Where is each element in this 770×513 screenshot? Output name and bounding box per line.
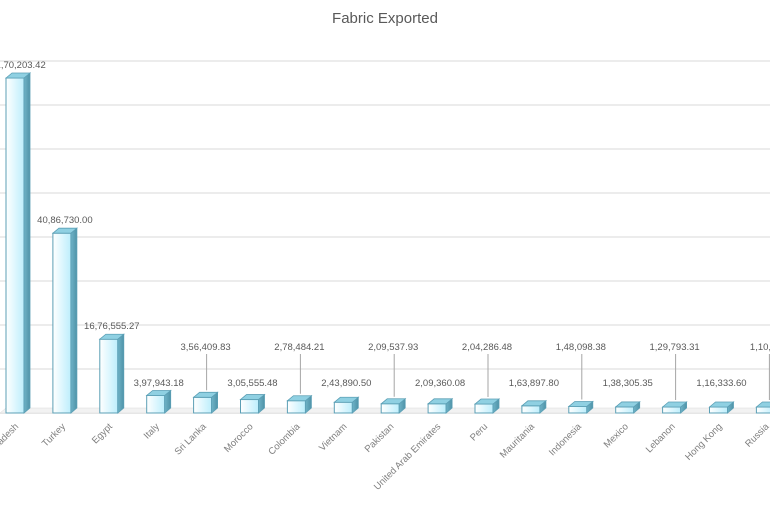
bar-front	[5, 77, 25, 414]
bar-front	[193, 396, 213, 414]
category-label: Bangladesh	[0, 421, 21, 464]
bar-top	[333, 396, 360, 403]
bar-top	[520, 400, 548, 407]
bar	[239, 393, 266, 414]
bar-front	[333, 401, 353, 414]
bar	[473, 398, 501, 414]
data-label: 2,04,286.48	[462, 342, 512, 353]
bar-top	[708, 401, 735, 408]
data-labels: 81,70,203.42 40,86,730.00 16,76,555.27 3,97…	[0, 60, 770, 400]
bar-side	[70, 227, 78, 414]
category-label: Colombia	[266, 421, 303, 458]
bar-top	[473, 398, 501, 405]
bar	[380, 397, 407, 414]
category-label: Sri Lanka	[173, 421, 210, 458]
category-label: Italy	[142, 421, 162, 441]
category-label: Russia	[743, 421, 770, 450]
data-label: 3,05,555.48	[227, 378, 277, 389]
data-label: 2,09,537.93	[368, 342, 418, 353]
bar-front	[52, 232, 72, 414]
bar	[520, 399, 548, 414]
data-label: 1,38,305.35	[603, 378, 653, 389]
bar-top	[661, 401, 688, 408]
bar-top	[98, 333, 125, 340]
data-label: 1,16,333.60	[696, 378, 746, 389]
bar-front	[755, 406, 770, 414]
data-label: 1,29,793.31	[650, 342, 700, 353]
data-label: 3,56,409.83	[181, 342, 231, 353]
category-label: Egypt	[90, 421, 115, 446]
bar	[426, 397, 454, 414]
bar-side	[23, 72, 31, 414]
bar-top	[380, 398, 407, 405]
bar-front	[286, 400, 306, 414]
data-label: 81,70,203.42	[0, 60, 46, 71]
category-label: Turkey	[40, 421, 68, 449]
bar-top	[755, 401, 770, 408]
bar-front	[380, 403, 400, 414]
category-label: Lebanon	[644, 421, 678, 455]
bar-top	[426, 398, 454, 405]
category-label: Hong Kong	[683, 421, 724, 462]
data-label: 1,48,098.38	[556, 342, 606, 353]
bar-front	[427, 403, 447, 414]
bar-top	[192, 391, 219, 398]
bars	[4, 72, 770, 414]
bar-top	[4, 72, 32, 79]
bar	[192, 391, 219, 414]
bar-top	[239, 394, 266, 400]
data-label: 2,09,360.08	[415, 378, 465, 389]
bar-front	[709, 406, 728, 414]
bar-top	[567, 401, 594, 407]
category-label: Mexico	[602, 421, 631, 450]
bar-top	[51, 227, 79, 234]
bar	[661, 401, 688, 414]
bar-front	[662, 406, 682, 414]
bar-front	[240, 399, 259, 414]
bar-front	[99, 338, 119, 414]
data-label: 2,43,890.50	[321, 378, 371, 389]
bar	[4, 72, 32, 414]
data-label: 2,78,484.21	[274, 342, 324, 353]
bar	[286, 394, 313, 414]
bar	[708, 401, 735, 414]
bar-top	[614, 401, 641, 408]
category-label: Mauritania	[498, 421, 538, 461]
bar-front	[615, 406, 635, 414]
category-label: Vietnam	[317, 421, 349, 453]
bar-front	[474, 403, 494, 414]
bar	[755, 401, 770, 414]
data-label: 1,10,858	[750, 342, 770, 353]
bar-front	[568, 405, 588, 414]
bar	[567, 400, 594, 414]
bar-top	[145, 390, 172, 396]
bar	[614, 401, 641, 414]
bar	[145, 389, 172, 414]
category-labels: Bangladesh Turkey Egypt Italy Sri Lanka Moroc…	[0, 421, 770, 493]
bar-front	[521, 405, 541, 414]
bar-front	[146, 394, 166, 414]
category-label: Peru	[468, 421, 490, 443]
category-label: Morocco	[222, 421, 256, 455]
category-label: Pakistan	[363, 421, 397, 455]
bar-side	[117, 333, 125, 414]
data-label: 40,86,730.00	[37, 215, 92, 226]
bar	[98, 333, 125, 414]
chart-title: Fabric Exported	[332, 10, 438, 27]
data-label: 1,63,897.80	[509, 378, 559, 389]
data-label: 3,97,943.18	[134, 378, 184, 389]
bar	[333, 396, 360, 414]
bar	[51, 227, 79, 414]
category-label: Indonesia	[547, 421, 584, 458]
data-label: 16,76,555.27	[84, 321, 139, 332]
bar-top	[286, 395, 313, 402]
